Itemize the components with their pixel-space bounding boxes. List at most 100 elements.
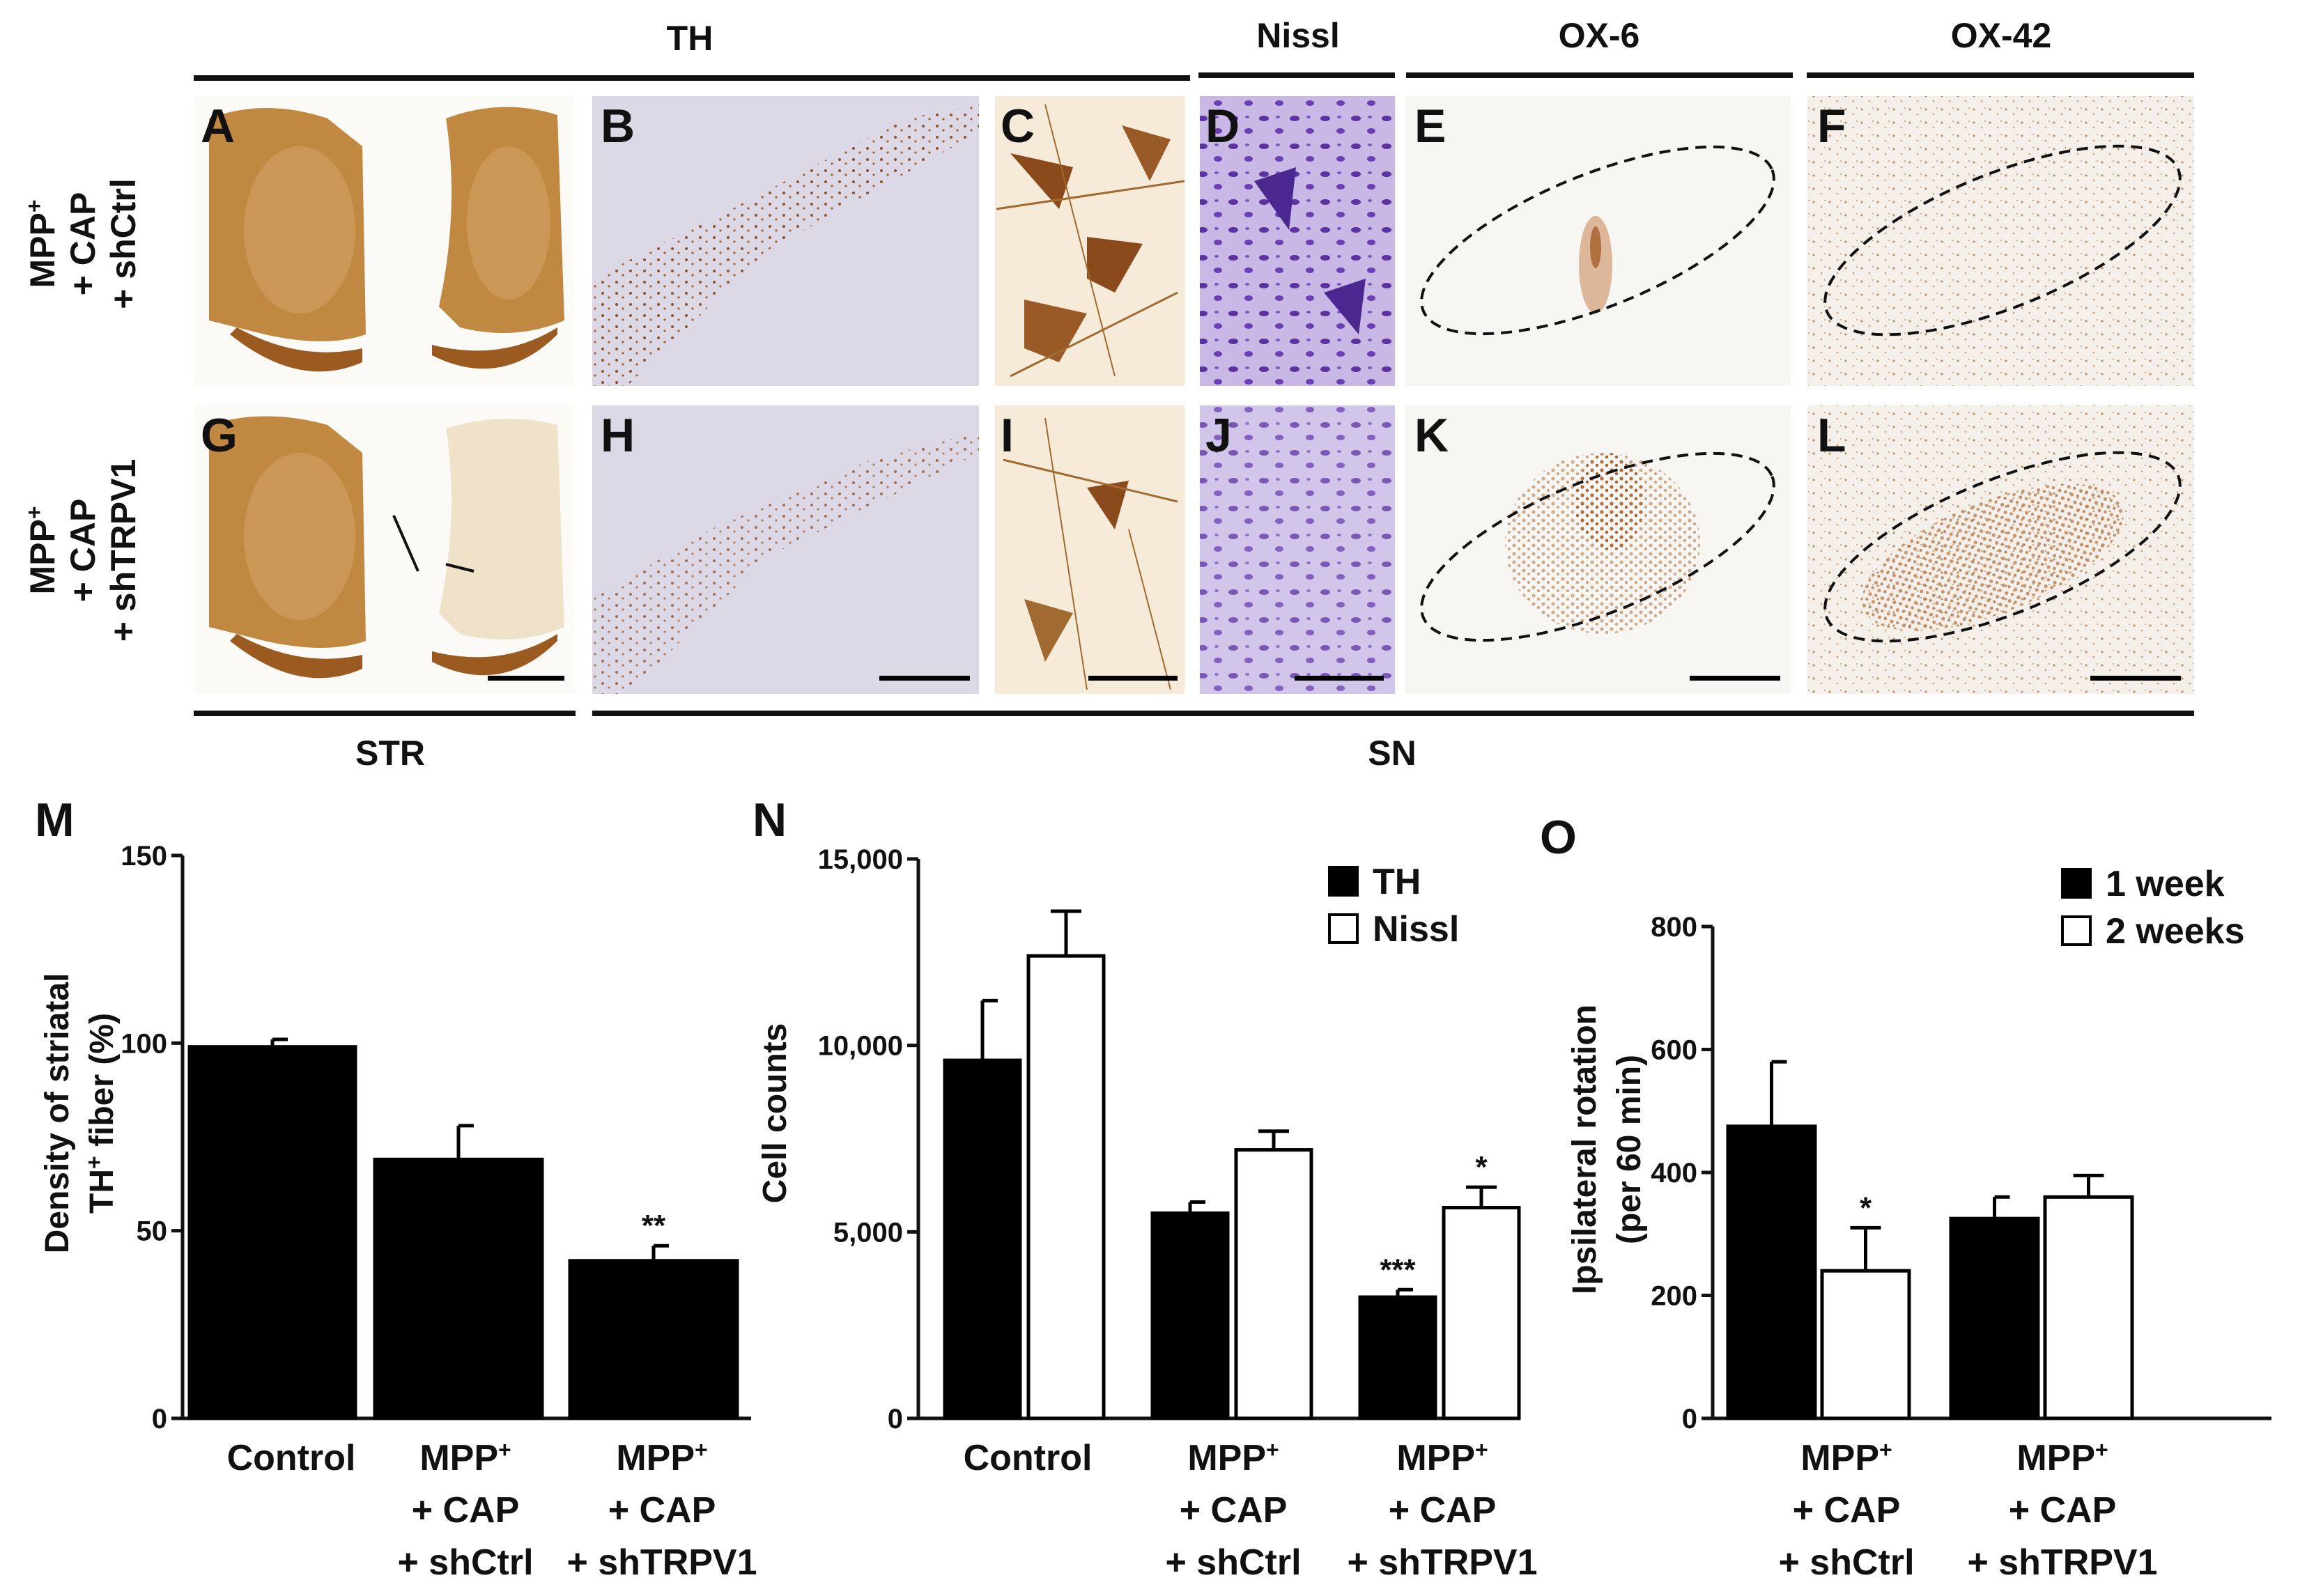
svg-text:MPP+: MPP+ <box>22 199 62 288</box>
panel-letter-j: J <box>1205 409 1232 462</box>
y-tick-label: 0 <box>888 1404 903 1434</box>
category-label-line2: + CAP <box>1793 1490 1901 1531</box>
category-label-line2: + CAP <box>1180 1490 1288 1531</box>
y-tick-label: 15,000 <box>818 844 903 875</box>
header-bar-th <box>194 75 1190 81</box>
bar <box>943 1058 1022 1420</box>
micrograph-l <box>1807 405 2194 694</box>
header-th: TH <box>667 19 713 58</box>
legend-label: Nissl <box>1373 909 1459 950</box>
row-label-shctrl: MPP+ + CAP + shCtrl <box>22 178 143 309</box>
row-label-shtrpv1-line2: + CAP <box>63 499 102 603</box>
y-tick-label: 400 <box>1651 1158 1697 1188</box>
y-axis-label-line2-main: (per 60 min) <box>1611 1055 1648 1244</box>
category-label-line2: + CAP <box>412 1490 520 1531</box>
panel-letter-g: G <box>201 409 238 462</box>
y-axis-label-line1: Ipsilateral rotation <box>1566 1005 1603 1294</box>
y-axis-label-line2: (per 60 min) <box>1611 1055 1648 1244</box>
bar <box>1442 1206 1521 1420</box>
category-label-line2: + CAP <box>2009 1490 2117 1531</box>
row-label-shctrl-line1: MPP <box>23 212 62 288</box>
legend-swatch <box>1328 913 1359 944</box>
category-label-line1: MPP+ <box>616 1437 707 1478</box>
legend-swatch <box>1328 866 1359 897</box>
category-label-line3: + shCtrl <box>1165 1542 1301 1583</box>
category-label-line1-main: MPP <box>1187 1438 1266 1478</box>
y-tick-label: 100 <box>121 1028 167 1059</box>
category-label-line1: MPP+ <box>419 1437 511 1478</box>
category-label-line3: + shTRPV1 <box>566 1542 757 1583</box>
micrograph-e <box>1405 96 1791 386</box>
bar <box>1358 1295 1437 1420</box>
row-label-shtrpv1-line1: MPP <box>23 519 62 594</box>
category-label-line1-main: MPP <box>616 1438 695 1478</box>
y-axis-label-line1: Cell counts <box>757 1023 794 1204</box>
category-label-line1: Control <box>964 1438 1093 1478</box>
significance-marker: ** <box>642 1209 666 1243</box>
y-tick-label: 10,000 <box>818 1031 903 1062</box>
micrograph-d <box>1200 96 1395 386</box>
header-ox42: OX-42 <box>1951 16 2052 55</box>
legend-label: 2 weeks <box>2106 911 2245 952</box>
bar <box>373 1157 544 1420</box>
region-label-str: STR <box>355 734 425 773</box>
y-axis-label-line2-rest: fiber (%) <box>84 1013 121 1156</box>
row-label-shtrpv1: MPP+ + CAP + shTRPV1 <box>22 459 143 642</box>
header-bar-ox42 <box>1807 72 2194 78</box>
panel-letter-e: E <box>1414 100 1446 153</box>
significance-marker: *** <box>1380 1253 1416 1287</box>
header-nissl: Nissl <box>1256 16 1340 55</box>
y-tick-label: 50 <box>137 1216 168 1247</box>
row-label-shctrl-line2: + CAP <box>63 192 102 296</box>
row-label-shctrl-sup: + <box>22 199 47 212</box>
row-label-shctrl-line3: + shCtrl <box>104 178 143 309</box>
bar <box>1820 1269 1911 1420</box>
chart-o: O 0 200 400 600 800 Ipsilateral rotation (per 6… <box>1540 811 2271 1583</box>
bar <box>568 1259 739 1420</box>
category-label-line3: + shTRPV1 <box>1347 1542 1537 1583</box>
scale-bar-g <box>488 676 564 681</box>
bar <box>1234 1148 1313 1420</box>
y-tick-label: 5,000 <box>833 1217 903 1248</box>
micrograph-b <box>592 96 979 386</box>
category-label-line1-main: Control <box>227 1438 356 1478</box>
chart-letter: N <box>753 793 787 846</box>
y-tick-label: 0 <box>1682 1404 1697 1434</box>
bar <box>2043 1195 2134 1420</box>
category-label-line1-main: Control <box>964 1438 1093 1478</box>
category-label-line1-main: MPP <box>419 1438 498 1478</box>
category-label-line3: + shCtrl <box>397 1542 533 1583</box>
panel-letter-d: D <box>1205 100 1240 153</box>
category-label-line1-sup: + <box>1266 1437 1279 1462</box>
y-axis-label-line2-sup: + <box>82 1156 107 1169</box>
legend-label: 1 week <box>2106 864 2225 904</box>
category-label-line1: MPP+ <box>1396 1437 1488 1478</box>
chart-letter: M <box>35 793 75 846</box>
panel-letter-a: A <box>201 100 235 153</box>
micrograph-j <box>1200 405 1395 694</box>
category-label-line1: MPP+ <box>1800 1437 1892 1478</box>
region-bar-str <box>194 711 576 716</box>
scale-bar-h <box>879 676 970 681</box>
category-label-line1-sup: + <box>1475 1437 1488 1462</box>
micrograph-c <box>995 96 1185 386</box>
y-tick-label: 600 <box>1651 1035 1697 1066</box>
y-axis-label-line1: Density of striatal <box>39 973 76 1254</box>
category-label-line1-sup: + <box>2095 1437 2108 1462</box>
header-bar-nissl <box>1198 72 1395 78</box>
micrograph-a <box>195 96 575 386</box>
panel-letter-l: L <box>1817 409 1846 462</box>
region-label-sn: SN <box>1368 734 1416 773</box>
bar <box>1949 1216 2040 1420</box>
category-label-line3: + shCtrl <box>1778 1542 1914 1583</box>
header-bar-ox6 <box>1406 72 1793 78</box>
y-tick-label: 200 <box>1651 1281 1697 1312</box>
significance-marker: * <box>1860 1191 1872 1225</box>
panel-letter-i: I <box>1001 409 1014 462</box>
micrograph-h <box>592 405 979 694</box>
panel-letter-k: K <box>1414 409 1449 462</box>
category-label-line1-main: MPP <box>1800 1438 1879 1478</box>
